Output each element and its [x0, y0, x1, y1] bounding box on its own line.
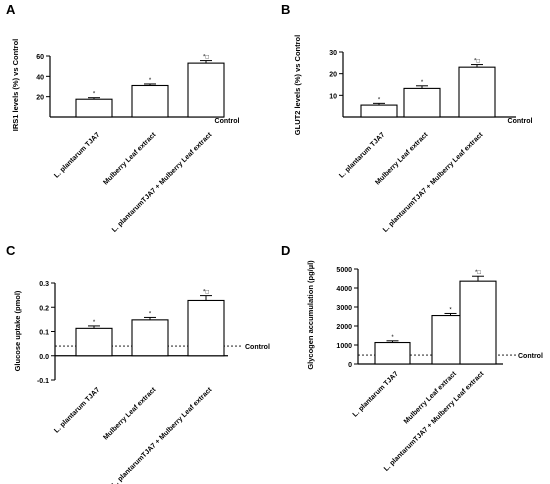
y-tick-label: 0	[348, 362, 352, 369]
control-label: Control	[508, 118, 533, 125]
y-tick-label: 1000	[336, 343, 352, 350]
panel-label: B	[281, 2, 290, 17]
control-label: Control	[518, 353, 543, 360]
x-category-label: Mulberry Leaf extract	[403, 370, 458, 425]
bar	[458, 66, 496, 118]
significance-marker: *□	[203, 55, 209, 61]
significance-marker: *□	[474, 59, 480, 65]
y-tick-label: 20	[36, 95, 44, 102]
panel-label: A	[6, 2, 16, 17]
y-tick-label: -0.1	[37, 378, 49, 385]
x-category-label: Mulberry Leaf extract	[102, 386, 157, 441]
y-tick-label: 3000	[336, 305, 352, 312]
bar	[403, 87, 441, 118]
x-category-label: L. plantarum TJA7	[352, 370, 400, 418]
x-category-label: L. plantarum TJA7	[53, 131, 101, 179]
y-tick-label: 5000	[336, 267, 352, 274]
y-tick-label: 20	[329, 72, 337, 79]
significance-marker: *	[149, 78, 152, 84]
significance-marker: *	[378, 97, 381, 103]
y-tick-label: 30	[329, 50, 337, 57]
y-tick-label: 2000	[336, 324, 352, 331]
y-axis-title: Glucose uptake (pmol)	[13, 290, 22, 371]
significance-marker: *	[449, 307, 452, 313]
significance-marker: *	[93, 92, 96, 98]
x-category-label: L. plantarum TJA7	[53, 386, 101, 434]
control-label: Control	[245, 344, 270, 351]
x-category-label: Mulberry Leaf extract	[102, 131, 157, 186]
x-category-label: L. plantarumTJA7 + Mulberry Leaf extract	[383, 370, 486, 473]
bar	[187, 299, 225, 357]
x-category-label: L. plantarum TJA7	[338, 131, 386, 179]
x-category-label: L. plantarumTJA7 + Mulberry Leaf extract	[111, 131, 214, 234]
y-tick-label: 10	[329, 93, 337, 100]
panel-label: D	[281, 243, 290, 258]
y-axis-title: IRS1 levels (%) vs Control	[11, 39, 20, 132]
chart-panel-a: A 20 40 60 IRS1 levels (%) vs Control Control…	[6, 2, 239, 234]
significance-marker: *□	[475, 270, 481, 276]
bar	[360, 104, 398, 118]
significance-marker: *□	[203, 290, 209, 296]
x-category-label: L. plantarumTJA7 + Mulberry Leaf extract	[382, 131, 485, 234]
bar	[187, 62, 225, 118]
significance-marker: *	[391, 335, 394, 341]
y-tick-label: 0.1	[39, 330, 49, 337]
bar	[75, 98, 113, 118]
y-axis-title: GLUT2 levels (%) vs Control	[293, 35, 302, 135]
chart-panel-d: D 0 1000 2000 3000 4000 5000 Glycogen accumulat…	[281, 243, 543, 473]
significance-marker: *	[149, 311, 152, 317]
chart-panel-b: B 10 20 30 GLUT2 levels (%) vs Control Contro…	[281, 2, 532, 234]
y-tick-label: 0.2	[39, 305, 49, 312]
chart-panel-c: C -0.1 0.0 0.1 0.2 0.3 Glucose uptake (pmol) Co…	[6, 243, 270, 484]
panel-label: C	[6, 243, 16, 258]
bar	[75, 327, 113, 357]
bar	[459, 280, 497, 365]
x-category-label: L. plantarumTJA7 + Mulberry Leaf extract	[111, 386, 214, 484]
significance-marker: *	[93, 320, 96, 326]
y-tick-label: 4000	[336, 286, 352, 293]
y-tick-label: 40	[36, 74, 44, 81]
y-tick-label: 0.3	[39, 281, 49, 288]
bar	[131, 319, 169, 357]
y-tick-label: 0.0	[39, 354, 49, 361]
y-tick-label: 60	[36, 54, 44, 61]
bar	[374, 341, 411, 365]
bar	[131, 84, 169, 118]
control-label: Control	[215, 118, 240, 125]
y-axis-title: Glycogen accumulation (pg/µl)	[306, 260, 315, 370]
significance-marker: *	[421, 80, 424, 86]
